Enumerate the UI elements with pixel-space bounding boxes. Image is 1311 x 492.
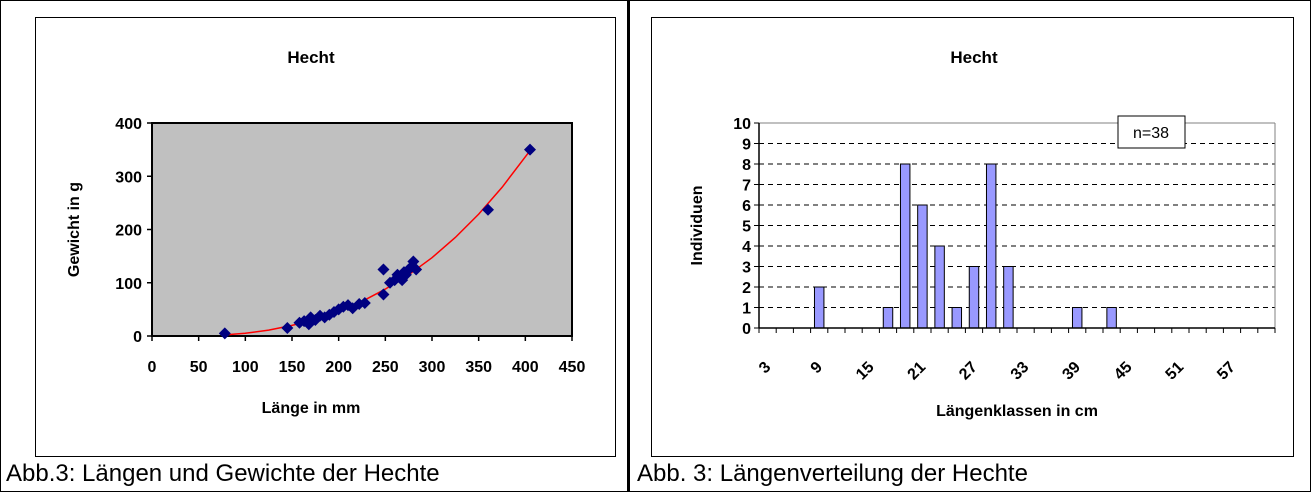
data-point — [218, 327, 231, 340]
scatter-chart: Hecht 0 100 200 300 400 0 50 100 150 200 250 300 350 4… — [66, 48, 586, 417]
plot-border — [151, 122, 573, 337]
x-tick-label: 0 — [148, 359, 157, 376]
histogram-bar — [1003, 266, 1014, 329]
histogram-bar — [951, 307, 963, 329]
x-tick-label: 100 — [232, 359, 259, 376]
y-tick-label: 200 — [115, 223, 142, 240]
y-tick-label: 0 — [742, 321, 751, 338]
x-tick-label: 9 — [808, 359, 826, 377]
histogram-bar — [899, 163, 911, 329]
x-tick-label: 200 — [325, 359, 352, 376]
x-tick-label: 15 — [853, 359, 878, 384]
x-tick-label: 21 — [905, 359, 930, 384]
y-tick-label: 300 — [115, 169, 142, 186]
histogram-bar — [985, 163, 997, 329]
histogram-chart-frame: Hecht 0 1 2 3 4 5 6 7 8 9 10 3 9 15 21 27 33 39 45 51 57 n=38 L… — [651, 17, 1294, 457]
histogram-bar — [934, 245, 945, 329]
y-tick-label: 1 — [742, 301, 751, 318]
caption-left: Abb.3: Längen und Gewichte der Hechte — [6, 460, 440, 487]
x-tick-label: 350 — [465, 359, 492, 376]
x-tick-label: 250 — [372, 359, 399, 376]
x-tick-label: 27 — [956, 359, 981, 384]
x-tick-label: 3 — [756, 359, 774, 377]
column-divider — [627, 0, 630, 492]
chart-title: Hecht — [287, 48, 335, 67]
x-tick-label: 33 — [1008, 359, 1033, 384]
y-tick-label: 6 — [742, 198, 751, 215]
annotation-text: n=38 — [1133, 125, 1169, 142]
y-tick-label: 9 — [742, 137, 751, 154]
x-axis-label: Längenklassen in cm — [936, 403, 1098, 420]
x-tick-label: 300 — [419, 359, 446, 376]
y-tick-label: 3 — [742, 260, 751, 277]
caption-right: Abb. 3: Längenverteilung der Hechte — [637, 460, 1028, 487]
histogram-bar — [1106, 307, 1117, 329]
histogram-bar — [813, 286, 825, 329]
chart-title: Hecht — [950, 48, 998, 67]
histogram-bar — [882, 307, 894, 329]
y-tick-label: 5 — [742, 219, 751, 236]
annotation-box — [1117, 115, 1186, 149]
y-tick-label: 2 — [742, 280, 751, 297]
data-point — [358, 296, 371, 309]
y-axis-label: Gewicht in g — [66, 182, 83, 277]
trend-line — [224, 150, 531, 336]
y-tick-label: 10 — [733, 116, 751, 133]
x-tick-label: 400 — [512, 359, 539, 376]
y-axis-label: Individuen — [689, 186, 706, 266]
data-point — [377, 288, 390, 301]
plot-area — [759, 123, 1275, 328]
x-tick-label: 50 — [190, 359, 208, 376]
y-tick-label: 400 — [115, 116, 142, 133]
data-point — [482, 203, 494, 216]
x-tick-label: 45 — [1111, 359, 1136, 384]
x-tick-label: 51 — [1163, 359, 1188, 384]
histogram-bar — [968, 266, 980, 329]
data-point — [407, 255, 420, 268]
x-axis-label: Länge in mm — [262, 400, 361, 417]
histogram-bar — [1071, 307, 1083, 329]
data-point — [377, 263, 390, 276]
y-tick-label: 0 — [133, 329, 142, 346]
x-tick-label: 57 — [1214, 359, 1239, 384]
histogram-bar — [917, 204, 928, 329]
y-tick-label: 100 — [115, 276, 142, 293]
scatter-chart-frame: Hecht 0 100 200 300 400 0 50 100 150 200 250 300 350 4… — [35, 17, 616, 457]
data-point — [281, 322, 294, 335]
x-tick-label: 450 — [559, 359, 586, 376]
y-tick-label: 4 — [742, 239, 751, 256]
data-point — [524, 143, 536, 156]
y-tick-label: 8 — [742, 157, 751, 174]
y-tick-label: 7 — [742, 178, 751, 195]
x-tick-label: 39 — [1059, 359, 1084, 384]
x-tick-label: 150 — [279, 359, 306, 376]
data-point — [410, 263, 423, 276]
